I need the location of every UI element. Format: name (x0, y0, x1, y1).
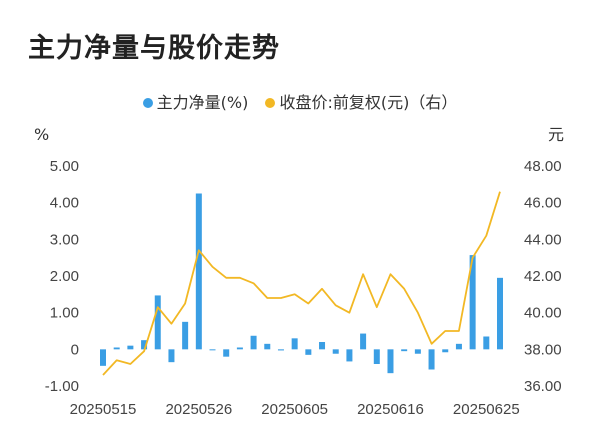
left-axis-tick-label: -1.00 (45, 378, 79, 395)
right-axis-unit: 元 (548, 125, 564, 144)
net-flow-bar[interactable] (195, 193, 202, 350)
right-axis-tick-label: 44.00 (524, 231, 562, 248)
net-flow-bar[interactable] (469, 255, 476, 350)
net-flow-bar[interactable] (154, 295, 161, 350)
x-axis-tick-label: 20250605 (261, 401, 328, 418)
legend-item-net-flow[interactable]: 主力净量(%) (142, 89, 249, 113)
net-flow-bar[interactable] (182, 321, 189, 350)
net-flow-bar[interactable] (387, 349, 394, 374)
net-flow-bar[interactable] (223, 349, 230, 357)
x-axis-tick-label: 20250526 (165, 401, 232, 418)
net-flow-bar[interactable] (483, 336, 490, 350)
left-axis-tick-label: 0 (71, 341, 79, 358)
net-flow-bar[interactable] (291, 338, 298, 350)
net-flow-bar[interactable] (497, 277, 503, 350)
left-axis-unit: % (34, 125, 49, 144)
net-flow-bar[interactable] (264, 343, 271, 350)
net-flow-bar[interactable] (141, 340, 148, 350)
x-axis-tick-label: 20250625 (453, 401, 520, 418)
legend-label-net-flow: 主力净量(%) (156, 93, 249, 112)
left-axis-tick-label: 1.00 (50, 305, 79, 322)
net-flow-bar[interactable] (113, 347, 120, 350)
net-flow-bar[interactable] (455, 343, 462, 350)
net-flow-bar[interactable] (428, 349, 435, 370)
right-axis-tick-label: 46.00 (524, 195, 562, 212)
x-axis-tick-label: 20250616 (357, 401, 424, 418)
left-axis-tick-label: 4.00 (50, 195, 79, 212)
right-axis-tick-label: 48.00 (524, 158, 562, 175)
legend-item-close-price[interactable]: 收盘价:前复权(元)（右） (265, 89, 457, 113)
chart-legend: 主力净量(%) 收盘价:前复权(元)（右） (0, 89, 600, 113)
net-flow-bar[interactable] (209, 349, 216, 351)
net-flow-bar[interactable] (319, 342, 326, 350)
left-axis-tick-label: 5.00 (50, 158, 79, 175)
net-flow-bar[interactable] (305, 349, 312, 355)
net-flow-bar[interactable] (168, 349, 175, 363)
left-axis-tick-label: 3.00 (50, 231, 79, 248)
net-flow-bar[interactable] (127, 345, 134, 350)
net-flow-bar[interactable] (100, 349, 106, 366)
right-axis-tick-label: 40.00 (524, 305, 562, 322)
net-flow-bar[interactable] (414, 349, 421, 354)
legend-dot-line-icon (265, 97, 276, 108)
net-flow-bar[interactable] (442, 349, 449, 353)
right-axis-tick-label: 38.00 (524, 341, 562, 358)
net-flow-bar[interactable] (346, 349, 353, 362)
net-flow-bar[interactable] (250, 335, 257, 350)
net-flow-bar[interactable] (373, 349, 380, 364)
close-price-line[interactable] (102, 191, 501, 376)
legend-dot-bar-icon (142, 97, 153, 108)
x-axis-tick-label: 20250515 (70, 401, 137, 418)
net-flow-bar[interactable] (277, 349, 284, 351)
net-flow-bar[interactable] (401, 349, 408, 352)
net-flow-bar[interactable] (360, 333, 367, 350)
left-axis-tick-label: 2.00 (50, 268, 79, 285)
right-axis-tick-label: 42.00 (524, 268, 562, 285)
legend-label-close-price: 收盘价:前复权(元)（右） (279, 93, 458, 112)
chart-title: 主力净量与股价走势 (28, 33, 280, 64)
net-flow-bar[interactable] (332, 349, 339, 354)
net-flow-bar[interactable] (236, 347, 243, 350)
right-axis-tick-label: 36.00 (524, 378, 562, 395)
